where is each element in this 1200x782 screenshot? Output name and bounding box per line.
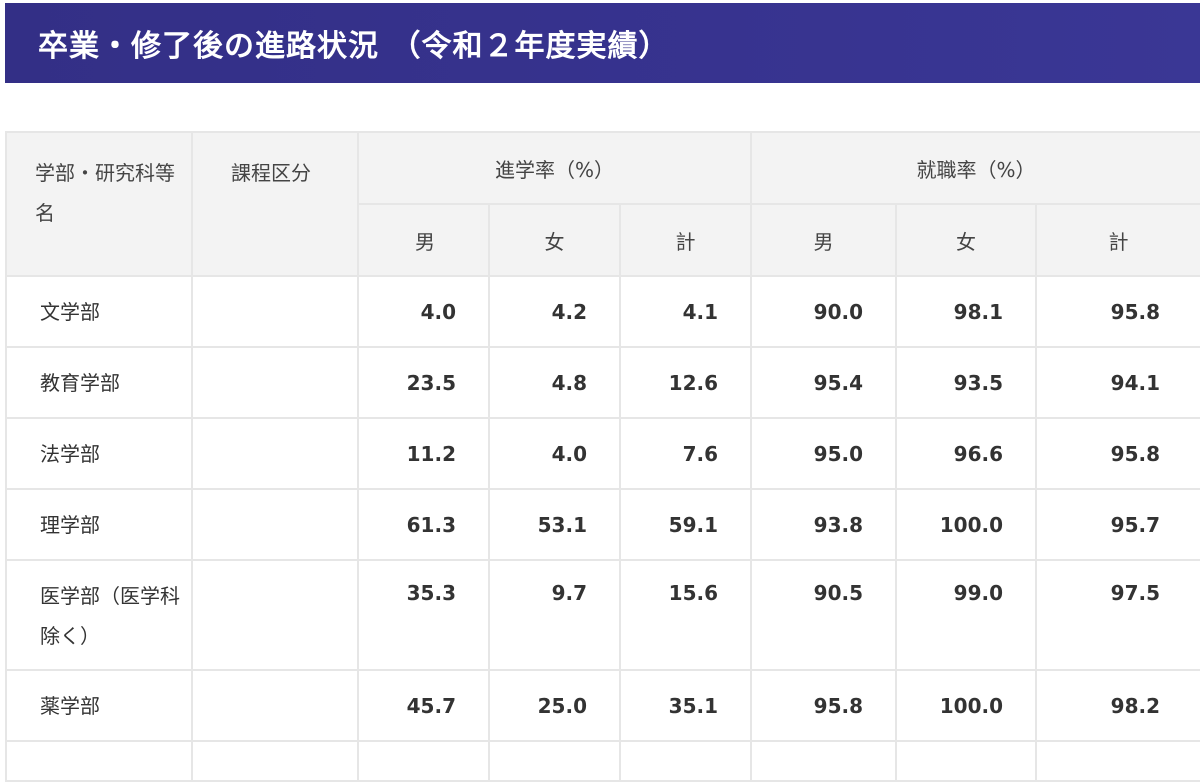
table-row: 文学部 4.0 4.2 4.1 90.0 98.1 95.8 bbox=[5, 275, 1200, 348]
employment-rate-female bbox=[895, 740, 1038, 782]
faculty-name: 教育学部 bbox=[5, 346, 193, 419]
course-category bbox=[191, 669, 359, 742]
study-rate-total: 7.6 bbox=[618, 417, 753, 490]
page-title: 卒業・修了後の進路状況 （令和２年度実績） bbox=[38, 29, 670, 64]
employment-rate-total: 95.8 bbox=[1035, 275, 1200, 348]
study-rate-total: 15.6 bbox=[618, 559, 753, 671]
employment-rate-total: 95.7 bbox=[1035, 488, 1200, 561]
header-study-total: 計 bbox=[618, 203, 753, 277]
faculty-name: 理学部 bbox=[5, 488, 193, 561]
header-employment-rate: 就職率（%） bbox=[750, 131, 1200, 205]
course-category bbox=[191, 559, 359, 671]
employment-rate-female: 96.6 bbox=[895, 417, 1038, 490]
employment-rate-female: 99.0 bbox=[895, 559, 1038, 671]
header-study-male: 男 bbox=[357, 203, 490, 277]
employment-rate-female: 100.0 bbox=[895, 669, 1038, 742]
header-employment-total: 計 bbox=[1035, 203, 1200, 277]
study-rate-male: 61.3 bbox=[357, 488, 490, 561]
header-study-female: 女 bbox=[488, 203, 621, 277]
employment-rate-female: 98.1 bbox=[895, 275, 1038, 348]
faculty-name: 文学部 bbox=[5, 275, 193, 348]
career-status-table: 学部・研究科等名 課程区分 進学率（%） 就職率（%） 男 女 計 男 女 計 … bbox=[5, 131, 1200, 782]
course-category bbox=[191, 488, 359, 561]
employment-rate-female: 100.0 bbox=[895, 488, 1038, 561]
study-rate-female: 53.1 bbox=[488, 488, 621, 561]
employment-rate-total: 98.2 bbox=[1035, 669, 1200, 742]
page-title-banner: 卒業・修了後の進路状況 （令和２年度実績） bbox=[5, 3, 1200, 83]
header-faculty-name: 学部・研究科等名 bbox=[5, 131, 193, 277]
course-category bbox=[191, 417, 359, 490]
study-rate-male: 23.5 bbox=[357, 346, 490, 419]
employment-rate-female: 93.5 bbox=[895, 346, 1038, 419]
faculty-name bbox=[5, 740, 193, 782]
study-rate-female bbox=[488, 740, 621, 782]
career-status-table-container: 学部・研究科等名 課程区分 進学率（%） 就職率（%） 男 女 計 男 女 計 … bbox=[5, 131, 1200, 782]
study-rate-female: 4.8 bbox=[488, 346, 621, 419]
faculty-name: 法学部 bbox=[5, 417, 193, 490]
header-employment-female: 女 bbox=[895, 203, 1038, 277]
course-category bbox=[191, 275, 359, 348]
table-row: 法学部 11.2 4.0 7.6 95.0 96.6 95.8 bbox=[5, 417, 1200, 490]
employment-rate-male: 90.0 bbox=[750, 275, 898, 348]
table-row-partial bbox=[5, 740, 1200, 782]
employment-rate-total: 94.1 bbox=[1035, 346, 1200, 419]
header-study-rate: 進学率（%） bbox=[356, 131, 753, 205]
table-row: 医学部（医学科除く） 35.3 9.7 15.6 90.5 99.0 97.5 bbox=[5, 559, 1200, 671]
study-rate-total bbox=[618, 740, 753, 782]
study-rate-male: 11.2 bbox=[357, 417, 490, 490]
study-rate-total: 35.1 bbox=[618, 669, 753, 742]
study-rate-total: 4.1 bbox=[618, 275, 753, 348]
study-rate-female: 25.0 bbox=[488, 669, 621, 742]
employment-rate-total: 95.8 bbox=[1035, 417, 1200, 490]
course-category bbox=[191, 346, 359, 419]
study-rate-male: 4.0 bbox=[357, 275, 490, 348]
table-row: 理学部 61.3 53.1 59.1 93.8 100.0 95.7 bbox=[5, 488, 1200, 561]
study-rate-male: 35.3 bbox=[357, 559, 490, 671]
table-body: 文学部 4.0 4.2 4.1 90.0 98.1 95.8 教育学部 23.5… bbox=[5, 275, 1200, 782]
study-rate-total: 59.1 bbox=[618, 488, 753, 561]
faculty-name: 医学部（医学科除く） bbox=[5, 559, 193, 671]
header-employment-male: 男 bbox=[750, 203, 898, 277]
header-course-category: 課程区分 bbox=[191, 131, 359, 277]
employment-rate-total bbox=[1035, 740, 1200, 782]
employment-rate-total: 97.5 bbox=[1035, 559, 1200, 671]
study-rate-male: 45.7 bbox=[357, 669, 490, 742]
study-rate-female: 4.2 bbox=[488, 275, 621, 348]
faculty-name: 薬学部 bbox=[5, 669, 193, 742]
study-rate-female: 9.7 bbox=[488, 559, 621, 671]
employment-rate-male: 95.0 bbox=[750, 417, 898, 490]
course-category bbox=[191, 740, 359, 782]
table-header: 学部・研究科等名 課程区分 進学率（%） 就職率（%） 男 女 計 男 女 計 bbox=[5, 131, 1200, 277]
employment-rate-male: 95.4 bbox=[750, 346, 898, 419]
employment-rate-male: 93.8 bbox=[750, 488, 898, 561]
employment-rate-male bbox=[750, 740, 898, 782]
study-rate-male bbox=[357, 740, 490, 782]
study-rate-female: 4.0 bbox=[488, 417, 621, 490]
table-row: 薬学部 45.7 25.0 35.1 95.8 100.0 98.2 bbox=[5, 669, 1200, 742]
employment-rate-male: 95.8 bbox=[750, 669, 898, 742]
study-rate-total: 12.6 bbox=[618, 346, 753, 419]
table-row: 教育学部 23.5 4.8 12.6 95.4 93.5 94.1 bbox=[5, 346, 1200, 419]
employment-rate-male: 90.5 bbox=[750, 559, 898, 671]
